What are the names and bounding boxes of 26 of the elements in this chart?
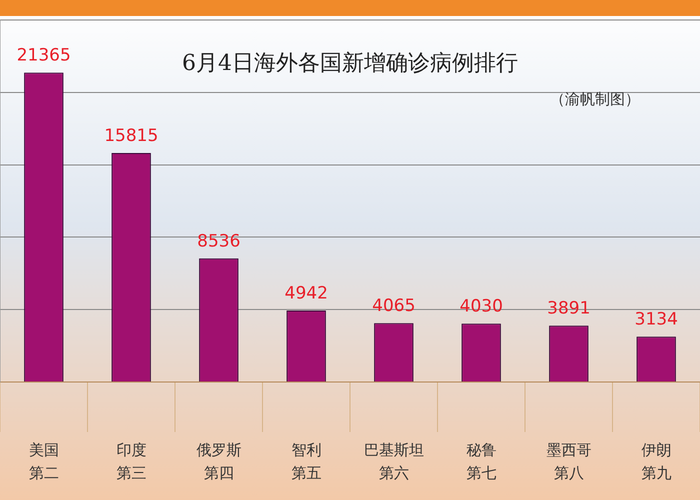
x-tick-label: 智利 <box>291 440 322 459</box>
data-label: 3134 <box>634 310 678 330</box>
data-label: 4942 <box>284 283 328 304</box>
data-label: 3891 <box>547 298 590 319</box>
x-tick-label: 俄罗斯 <box>196 440 242 459</box>
text: 第四 <box>204 464 234 482</box>
text: 第七 <box>466 464 496 482</box>
text: 第五 <box>291 464 322 482</box>
data-label: 15815 <box>104 126 158 146</box>
text: 第六 <box>378 464 409 482</box>
text: 第三 <box>116 464 146 482</box>
x-tick-label: 墨西哥 <box>546 440 592 459</box>
text: 第二 <box>28 464 59 482</box>
data-label: 4030 <box>460 296 503 317</box>
data-label: 21365 <box>16 46 71 66</box>
x-tick-label: 巴基斯坦 <box>364 440 424 459</box>
text: 6月4日海外各国新增确诊病例排行 <box>182 51 518 76</box>
data-label: 8536 <box>197 231 240 252</box>
x-tick-label: 印度 <box>116 440 146 459</box>
x-tick-label: 美国 <box>28 440 59 459</box>
text: 第九 <box>641 464 672 482</box>
text: 第八 <box>554 464 584 482</box>
x-tick-label: 伊朗 <box>641 440 672 459</box>
text: （渝帆制图） <box>550 90 640 109</box>
x-tick-label: 秘鲁 <box>466 440 496 459</box>
data-label: 4065 <box>372 296 416 316</box>
